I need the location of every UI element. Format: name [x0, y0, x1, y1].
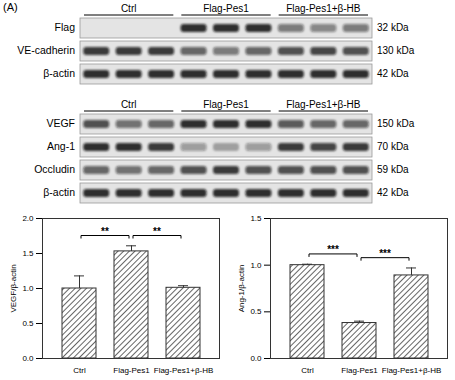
svg-text:***: ***: [379, 248, 391, 259]
svg-text:0.0: 0.0: [22, 354, 34, 363]
svg-text:Flag: Flag: [55, 21, 76, 33]
svg-text:**: **: [101, 226, 109, 237]
svg-text:Ctrl: Ctrl: [121, 99, 137, 110]
svg-text:Flag-Pes1+β-HB: Flag-Pes1+β-HB: [286, 99, 361, 110]
svg-text:130 kDa: 130 kDa: [377, 45, 415, 56]
svg-text:Flag-Pes1+β-HB: Flag-Pes1+β-HB: [154, 366, 214, 375]
svg-text:VEGF: VEGF: [46, 117, 75, 129]
svg-text:Ctrl: Ctrl: [301, 366, 314, 375]
svg-text:Flag-Pes1: Flag-Pes1: [203, 99, 249, 110]
svg-text:1.0: 1.0: [22, 284, 34, 293]
svg-text:0.5: 0.5: [22, 319, 34, 328]
svg-text:(A): (A): [3, 1, 18, 13]
svg-text:Ctrl: Ctrl: [121, 3, 137, 14]
svg-text:β-actin: β-actin: [43, 67, 75, 79]
svg-text:Occludin: Occludin: [34, 163, 75, 175]
svg-text:150 kDa: 150 kDa: [377, 118, 415, 129]
svg-text:59 kDa: 59 kDa: [377, 164, 409, 175]
svg-text:0.5: 0.5: [250, 307, 262, 316]
svg-text:70 kDa: 70 kDa: [377, 141, 409, 152]
svg-text:**: **: [153, 226, 161, 237]
svg-text:VEGF/β-actin: VEGF/β-actin: [9, 264, 18, 312]
svg-text:42 kDa: 42 kDa: [377, 68, 409, 79]
svg-text:2.0: 2.0: [22, 214, 34, 223]
svg-text:Flag-Pes1: Flag-Pes1: [203, 3, 249, 14]
svg-text:Flag-Pes1: Flag-Pes1: [113, 366, 150, 375]
svg-text:32 kDa: 32 kDa: [377, 22, 409, 33]
svg-text:1.0: 1.0: [250, 261, 262, 270]
svg-text:0.0: 0.0: [250, 354, 262, 363]
svg-text:Ctrl: Ctrl: [73, 366, 86, 375]
svg-text:42 kDa: 42 kDa: [377, 187, 409, 198]
svg-text:Flag-Pes1: Flag-Pes1: [341, 366, 378, 375]
svg-text:1.5: 1.5: [22, 249, 34, 258]
svg-text:1.5: 1.5: [250, 214, 262, 223]
svg-text:Ang-1: Ang-1: [47, 140, 75, 152]
svg-text:***: ***: [327, 244, 339, 255]
svg-text:VE-cadherin: VE-cadherin: [17, 44, 75, 56]
svg-text:β-actin: β-actin: [43, 186, 75, 198]
svg-text:Flag-Pes1+β-HB: Flag-Pes1+β-HB: [382, 366, 442, 375]
svg-text:Ang-1/β-actin: Ang-1/β-actin: [237, 265, 246, 313]
svg-text:Flag-Pes1+β-HB: Flag-Pes1+β-HB: [286, 3, 361, 14]
